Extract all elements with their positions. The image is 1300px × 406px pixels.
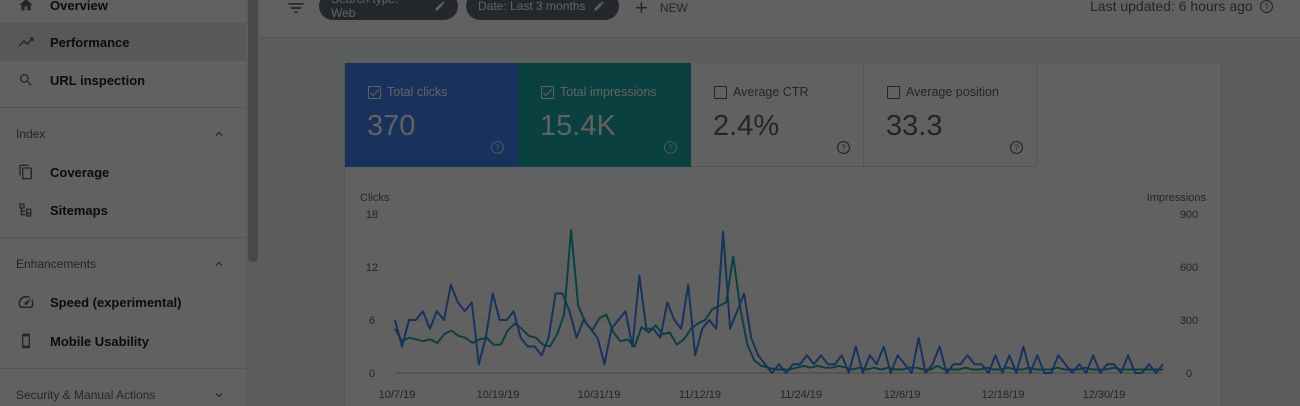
metric-label: Total clicks	[387, 85, 448, 99]
sidebar-item-coverage[interactable]: Coverage	[0, 153, 246, 191]
copy-icon	[16, 162, 36, 182]
chip-label: Search type: Web	[331, 0, 398, 20]
x-tick: 11/24/19	[780, 389, 822, 401]
checkbox-checked[interactable]	[541, 86, 554, 99]
y-right-tick: 300	[1180, 315, 1198, 327]
sidebar-scrollbar[interactable]	[246, 0, 260, 406]
section-title: Index	[16, 127, 46, 141]
search-icon	[16, 70, 36, 90]
filter-icon[interactable]	[286, 0, 306, 18]
metric-total-clicks[interactable]: Total clicks 370 ?	[345, 63, 518, 167]
x-tick: 12/30/19	[1083, 389, 1126, 401]
sidebar-item-url-inspection[interactable]: URL inspection	[0, 61, 246, 99]
metric-value: 33.3	[886, 110, 943, 142]
chevron-down-icon	[215, 393, 223, 398]
y-left-tick: 6	[369, 315, 375, 327]
date-chip[interactable]: Date: Last 3 months	[466, 0, 619, 20]
metric-label: Total impressions	[560, 85, 657, 99]
checkbox-unchecked[interactable]	[887, 86, 900, 99]
sidebar-item-label: Speed (experimental)	[50, 294, 182, 310]
y-left-tick: 0	[369, 368, 375, 380]
metric-value: 2.4%	[713, 110, 780, 142]
divider	[0, 107, 246, 108]
sidebar-item-label: Overview	[50, 0, 108, 13]
right-axis-label: Impressions	[1147, 192, 1207, 204]
help-icon[interactable]: ?	[836, 140, 851, 155]
x-tick: 10/31/19	[578, 389, 621, 401]
metric-total-impressions[interactable]: Total impressions 15.4K ?	[518, 63, 691, 167]
plus-icon: +	[635, 0, 648, 20]
metric-value: 370	[367, 110, 416, 142]
sidebar-item-label: Mobile Usability	[50, 333, 149, 349]
sidebar-item-label: Performance	[50, 34, 130, 50]
checkbox-checked[interactable]	[368, 86, 381, 99]
help-icon[interactable]: ?	[1259, 0, 1274, 14]
sidebar-item-sitemaps[interactable]: Sitemaps	[0, 191, 246, 229]
metric-average-position[interactable]: Average position 33.3 ?	[864, 63, 1037, 167]
section-title: Enhancements	[16, 257, 97, 271]
checkbox-unchecked[interactable]	[714, 86, 727, 99]
last-updated-text: Last updated: 6 hours ago	[1090, 0, 1253, 14]
x-tick: 10/7/19	[379, 389, 416, 401]
last-updated: Last updated: 6 hours ago ?	[1090, 0, 1274, 14]
x-tick: 11/12/19	[679, 389, 721, 401]
left-axis-label: Clicks	[360, 192, 390, 204]
clicks-series-line	[394, 230, 1164, 374]
x-tick: 12/6/19	[884, 389, 921, 401]
y-left-tick: 18	[366, 209, 378, 221]
help-icon[interactable]: ?	[1009, 140, 1024, 155]
svg-text:?: ?	[1264, 2, 1269, 11]
svg-text:?: ?	[495, 143, 500, 152]
sidebar: Overview Performance URL inspection Inde…	[0, 0, 260, 406]
y-right-tick: 900	[1180, 209, 1198, 221]
section-title: Security & Manual Actions	[16, 388, 156, 402]
y-left-tick: 12	[366, 262, 378, 274]
sidebar-item-speed[interactable]: Speed (experimental)	[0, 283, 246, 321]
new-label: NEW	[659, 1, 688, 15]
search-type-chip[interactable]: Search type: Web	[319, 0, 458, 20]
svg-text:?: ?	[668, 143, 673, 152]
scrollbar-thumb[interactable]	[248, 0, 258, 262]
metric-label: Average position	[906, 85, 999, 99]
metric-label: Average CTR	[733, 85, 809, 99]
sidebar-item-mobile-usability[interactable]: Mobile Usability	[0, 322, 246, 360]
sidebar-item-label: Coverage	[50, 164, 110, 180]
phone-icon	[16, 331, 36, 351]
y-right-tick: 0	[1186, 368, 1192, 380]
section-index[interactable]: Index	[0, 119, 246, 149]
chevron-up-icon	[215, 261, 223, 266]
svg-text:?: ?	[841, 143, 846, 152]
section-security[interactable]: Security & Manual Actions	[0, 380, 246, 406]
section-enhancements[interactable]: Enhancements	[0, 249, 246, 279]
x-tick: 12/18/19	[982, 389, 1025, 401]
sidebar-item-overview[interactable]: Overview	[0, 0, 246, 24]
home-icon	[16, 0, 36, 15]
new-filter-button[interactable]: + NEW	[635, 0, 688, 20]
help-icon[interactable]: ?	[663, 140, 678, 155]
y-right-tick: 600	[1180, 262, 1198, 274]
divider	[0, 237, 246, 238]
performance-chart[interactable]: Clicks Impressions 18 900 12 600 6 300 0 0 10/7/…	[345, 168, 1221, 406]
impressions-series-line	[394, 228, 1163, 371]
sidebar-item-label: URL inspection	[50, 72, 146, 88]
sidebar-item-label: Sitemaps	[50, 202, 108, 218]
sidebar-item-performance[interactable]: Performance	[0, 23, 246, 61]
speed-icon	[16, 292, 36, 312]
chevron-up-icon	[215, 131, 223, 136]
toolbar: Search type: Web Date: Last 3 months + N…	[260, 0, 1300, 38]
svg-text:?: ?	[1014, 143, 1019, 152]
metric-average-ctr[interactable]: Average CTR 2.4% ?	[691, 63, 864, 167]
edit-icon	[435, 1, 445, 11]
chip-label: Date: Last 3 months	[478, 0, 586, 13]
metric-value: 15.4K	[540, 110, 616, 142]
divider	[0, 368, 246, 369]
x-tick: 10/19/19	[477, 389, 520, 401]
edit-icon	[594, 1, 604, 11]
sitemap-icon	[16, 200, 36, 220]
help-icon[interactable]: ?	[490, 140, 505, 155]
trending-icon	[16, 32, 36, 52]
